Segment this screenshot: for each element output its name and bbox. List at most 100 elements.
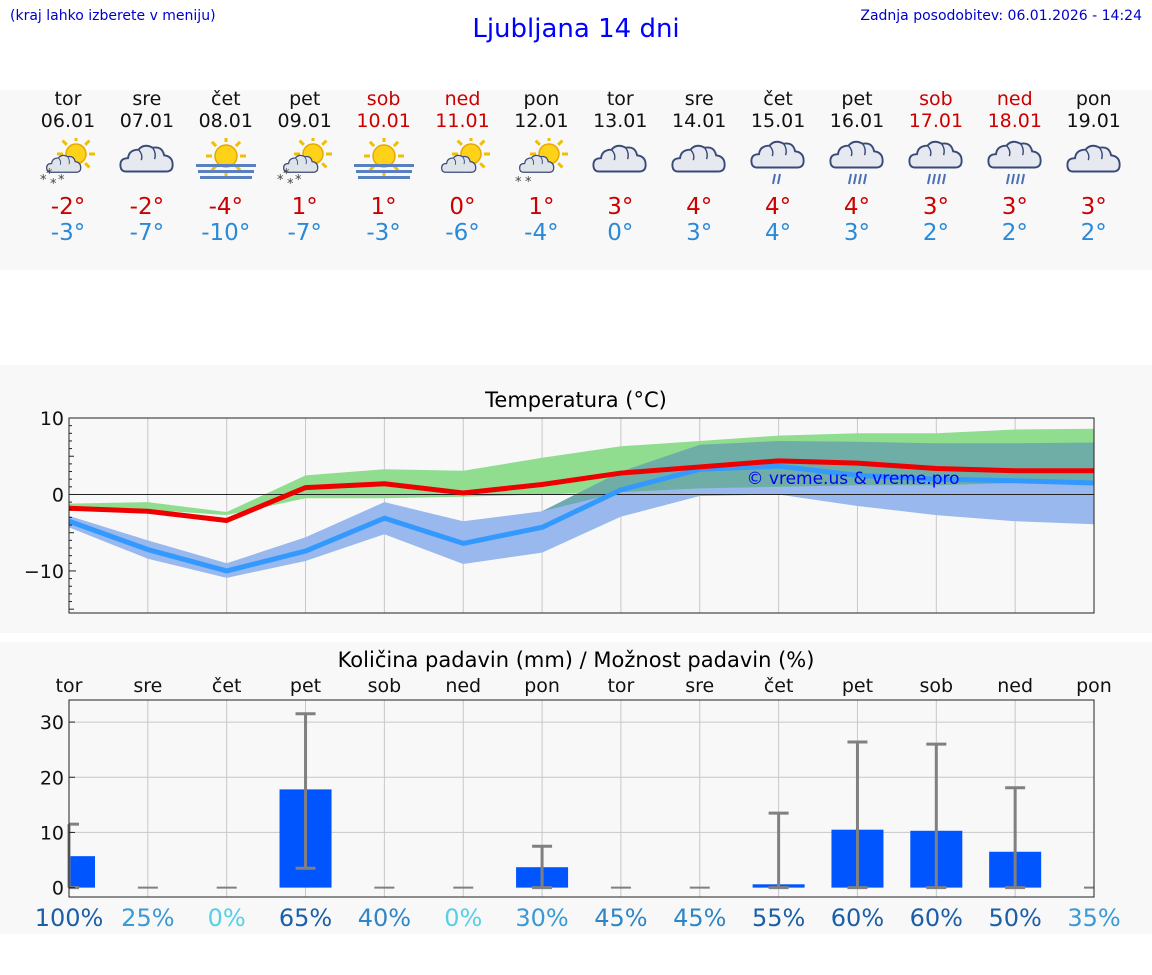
temp-min: 4° (765, 220, 792, 246)
day-column: čet 08.01 -4° -10° (186, 88, 266, 246)
sun-cloud-snow-icon: * * * * (275, 135, 335, 192)
sun-cloud-snow-icon: * * * * (38, 135, 98, 192)
day-label: pet (290, 675, 321, 697)
day-label: sob (368, 675, 402, 697)
precip-probability: 0% (444, 904, 482, 932)
precip-probability: 35% (1067, 904, 1120, 932)
precipitation-chart-title: Količina padavin (mm) / Možnost padavin … (337, 648, 815, 672)
temp-min: -3° (50, 220, 86, 246)
day-label: tor (56, 675, 83, 697)
temp-max: 3° (607, 194, 634, 220)
temp-max: 1° (370, 194, 397, 220)
temp-min: 3° (843, 220, 871, 246)
day-column: tor 06.01 * * * * -2° -3° (28, 88, 108, 246)
day-date: 18.01 (987, 110, 1042, 132)
day-name: sob (366, 88, 401, 110)
svg-text:*: * (40, 173, 47, 188)
y-tick-label: −10 (24, 561, 64, 583)
sun-fog-icon (195, 136, 256, 188)
svg-text:*: * (287, 177, 294, 188)
day-column: ned 18.01 3° 2° (975, 88, 1055, 246)
day-date: 19.01 (1066, 110, 1121, 132)
sun-fog-icon (353, 136, 414, 188)
day-date: 11.01 (435, 110, 490, 132)
min-temp-line (68, 463, 1095, 574)
day-label: pon (524, 675, 560, 697)
day-name: čet (211, 88, 241, 110)
svg-text:*: * (50, 177, 57, 188)
day-date: 07.01 (119, 110, 175, 132)
temp-min: -10° (201, 220, 251, 246)
temp-max: 3° (1001, 194, 1028, 220)
svg-text:*: * (277, 173, 284, 188)
day-date: 10.01 (356, 110, 411, 132)
y-tick-label: 0 (52, 878, 64, 900)
precip-probability: 100% (35, 904, 104, 932)
precip-probability: 60% (831, 904, 884, 932)
temp-min: 0° (607, 220, 634, 246)
svg-text:*: * (58, 173, 65, 188)
temp-max: 4° (765, 194, 792, 220)
day-name: pon (523, 88, 560, 110)
day-column: sob 10.01 1° -3° (344, 88, 424, 246)
day-label: tor (607, 675, 634, 697)
day-column: sre 14.01 4° 3° (659, 88, 739, 246)
day-date: 08.01 (198, 110, 253, 132)
precip-probability: 30% (515, 904, 568, 932)
cloudy-icon (669, 138, 729, 188)
day-label: ned (445, 675, 481, 697)
day-column: pon 12.01 * * 1° -4° (501, 88, 581, 246)
day-name: sob (919, 88, 953, 110)
day-name: pet (841, 88, 873, 110)
day-name: tor (606, 88, 634, 110)
precip-probability: 60% (910, 904, 963, 932)
day-column: pet 16.01 4° 3° (817, 88, 897, 246)
temp-min: -7° (129, 220, 165, 246)
day-date: 12.01 (514, 110, 569, 132)
location-hint[interactable]: (kraj lahko izberete v meniju) (10, 8, 216, 24)
day-label: sob (920, 675, 954, 697)
day-date: 09.01 (277, 110, 332, 132)
cloud-rain-icon (985, 138, 1045, 188)
day-column: sob 17.01 3° 2° (896, 88, 976, 246)
temp-max: 3° (1080, 194, 1107, 220)
temp-min: 3° (686, 220, 713, 246)
forecast-band (0, 90, 1152, 270)
plot-frame (68, 417, 1095, 614)
precip-probability: 65% (279, 904, 332, 932)
day-name: sre (684, 88, 714, 110)
cloudy-icon (590, 138, 650, 188)
day-name: ned (996, 88, 1033, 110)
day-label: sre (685, 675, 714, 697)
precip-bar (69, 856, 95, 888)
y-tick-label: 0 (52, 484, 64, 506)
temp-min: -7° (287, 220, 322, 246)
precipitation-chart: tor sre čet pet sob ned pon tor sre čet pet sob ned p… (35, 675, 1121, 932)
day-date: 14.01 (671, 110, 727, 132)
y-tick-label: 30 (40, 712, 64, 734)
temp-max: 4° (843, 194, 871, 220)
last-updated: Zadnja posodobitev: 06.01.2026 - 14:24 (860, 8, 1142, 24)
precip-probability: 0% (208, 904, 246, 932)
day-label: pet (842, 675, 873, 697)
temperature-chart-title: Temperatura (°C) (485, 388, 667, 412)
day-date: 15.01 (750, 110, 806, 132)
day-name: tor (54, 88, 82, 110)
svg-text:*: * (46, 167, 53, 182)
day-date: 16.01 (829, 110, 885, 132)
day-label: ned (997, 675, 1033, 697)
precip-probability: 45% (594, 904, 647, 932)
day-column: ned 11.01 0° -6° (423, 88, 503, 246)
day-label: čet (212, 675, 242, 697)
temperature-chart: 10 0 −10 © vreme.us & vreme.pro (24, 410, 1095, 614)
temp-min: -3° (366, 220, 401, 246)
day-label: čet (764, 675, 794, 697)
day-name: ned (444, 88, 481, 110)
day-label: pon (1076, 675, 1112, 697)
day-date: 17.01 (908, 110, 964, 132)
day-name: sre (132, 88, 162, 110)
sun-cloud-icon (433, 135, 493, 188)
temp-max: 1° (528, 194, 555, 220)
precip-probability: 25% (121, 904, 174, 932)
day-label: sre (133, 675, 162, 697)
